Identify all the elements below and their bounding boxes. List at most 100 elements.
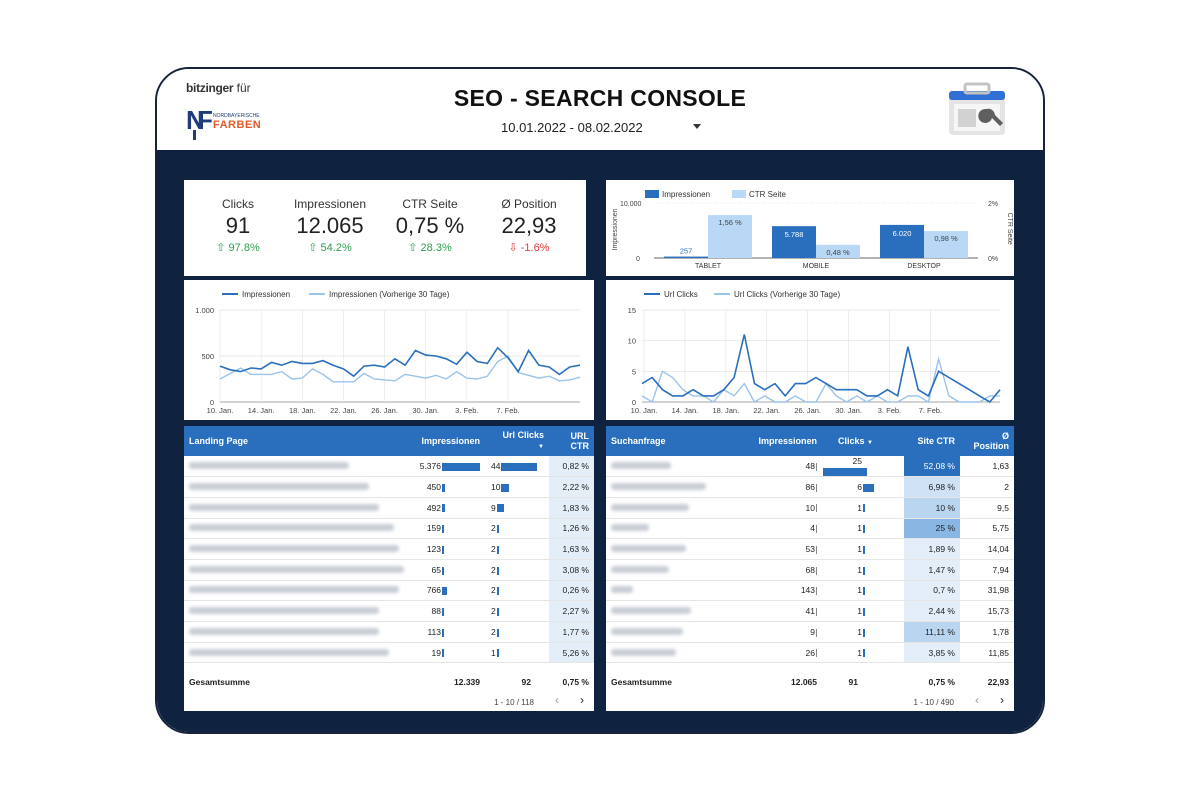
- client-logo: N F NORDBAYERISCHE FARBEN: [186, 105, 261, 140]
- prev-page-icon[interactable]: ‹: [975, 693, 979, 707]
- search-query-text[interactable]: [606, 518, 746, 540]
- bar-impressions: [880, 224, 924, 258]
- device-bar-chart-panel: Impressionen CTR Seite 10.000 0 2% 0% Impressi…: [606, 180, 1014, 276]
- clicks-cell: 2: [485, 559, 549, 581]
- x-tick-label: 7. Feb.: [919, 406, 942, 415]
- next-page-icon[interactable]: ›: [1000, 693, 1004, 707]
- table-row[interactable]: 4 1 25 % 5,75: [606, 518, 1014, 540]
- clicks-bar: [496, 649, 499, 658]
- position-cell: 15,73: [960, 600, 1014, 622]
- table-row[interactable]: 159 2 1,26 %: [184, 518, 594, 540]
- clicks-cell: 1: [822, 538, 904, 560]
- search-query-text[interactable]: [606, 621, 746, 643]
- bar-data-label: 0,98 %: [934, 234, 958, 243]
- table-row[interactable]: 86 6 6,98 % 2: [606, 476, 1014, 498]
- dashboard-body: Clicks 91 ⇧ 97.8% Impressionen 12.065 ⇧ …: [157, 150, 1043, 732]
- search-query-text[interactable]: [606, 476, 746, 498]
- col-landing-page[interactable]: Landing Page: [184, 426, 409, 456]
- clicks-bar: [863, 566, 865, 575]
- x-tick-label: 14. Jan.: [672, 406, 699, 415]
- table-row[interactable]: 41 1 2,44 % 15,73: [606, 600, 1014, 622]
- next-page-icon[interactable]: ›: [580, 693, 584, 707]
- col-clicks[interactable]: Clicks ▼: [822, 426, 904, 456]
- table-row[interactable]: 68 1 1,47 % 7,94: [606, 559, 1014, 581]
- landing-page-url[interactable]: [184, 538, 409, 560]
- impressions-bar: [442, 545, 444, 554]
- table-row[interactable]: 48 25 52,08 % 1,63: [606, 456, 1014, 478]
- search-query-text[interactable]: [606, 642, 746, 664]
- table-row[interactable]: 10 1 10 % 9,5: [606, 497, 1014, 519]
- search-query-text[interactable]: [606, 580, 746, 602]
- table-row[interactable]: 19 1 5,26 %: [184, 642, 594, 664]
- landing-page-url[interactable]: [184, 518, 409, 540]
- search-query-text[interactable]: [606, 559, 746, 581]
- clicks-cell: 1: [822, 600, 904, 622]
- prev-page-icon[interactable]: ‹: [555, 693, 559, 707]
- bar-impressions: [664, 256, 708, 258]
- clicks-cell: 2: [485, 580, 549, 602]
- col-impressions[interactable]: Impressionen: [409, 426, 485, 456]
- impressions-cell: 159: [409, 518, 485, 540]
- arrow-down-icon: ⇩: [508, 242, 518, 254]
- position-cell: 7,94: [960, 559, 1014, 581]
- svg-text:F: F: [197, 105, 213, 135]
- col-position[interactable]: Ø Position: [960, 426, 1014, 456]
- impressions-cell: 41: [746, 600, 822, 622]
- table-row[interactable]: 53 1 1,89 % 14,04: [606, 538, 1014, 560]
- total-impressions: 12.339: [454, 677, 480, 688]
- table-row[interactable]: 143 1 0,7 % 31,98: [606, 580, 1014, 602]
- impressions-bar: [816, 607, 817, 616]
- ctr-cell: 2,44 %: [904, 600, 960, 622]
- col-search-query[interactable]: Suchanfrage: [606, 426, 746, 456]
- report-frame: bitzinger für N F NORDBAYERISCHE FARBEN …: [155, 67, 1045, 734]
- date-range-dropdown-icon[interactable]: [693, 124, 701, 129]
- clicks-bar: [496, 525, 499, 534]
- clicks-bar: [863, 545, 865, 554]
- impressions-bar: [816, 545, 817, 554]
- table-row[interactable]: 450 10 2,22 %: [184, 476, 594, 498]
- landing-page-url[interactable]: [184, 559, 409, 581]
- col-impressions[interactable]: Impressionen: [746, 426, 822, 456]
- search-query-text[interactable]: [606, 538, 746, 560]
- table-row[interactable]: 26 1 3,85 % 11,85: [606, 642, 1014, 664]
- search-query-text[interactable]: [606, 456, 746, 478]
- landing-page-url[interactable]: [184, 642, 409, 664]
- impressions-bar: [816, 525, 817, 534]
- y-axis-label-right: CTR Seite: [1006, 213, 1013, 245]
- col-url-clicks[interactable]: Url Clicks ▼: [485, 426, 549, 456]
- impressions-cell: 65: [409, 559, 485, 581]
- table-row[interactable]: 88 2 2,27 %: [184, 600, 594, 622]
- table-row[interactable]: 492 9 1,83 %: [184, 497, 594, 519]
- col-site-ctr[interactable]: Site CTR: [904, 426, 960, 456]
- clicks-cell: 1: [822, 580, 904, 602]
- table-row[interactable]: 65 2 3,08 %: [184, 559, 594, 581]
- ctr-cell: 1,47 %: [904, 559, 960, 581]
- x-tick-label: 10. Jan.: [631, 406, 658, 415]
- search-query-text[interactable]: [606, 497, 746, 519]
- position-cell: 11,85: [960, 642, 1014, 664]
- clicks-cell: 9: [485, 497, 549, 519]
- landing-page-url[interactable]: [184, 600, 409, 622]
- clicks-bar: [496, 628, 499, 637]
- table-row[interactable]: 9 1 11,11 % 1,78: [606, 621, 1014, 643]
- landing-page-url[interactable]: [184, 456, 409, 478]
- sort-desc-icon[interactable]: ▼: [867, 440, 873, 446]
- table-row[interactable]: 113 2 1,77 %: [184, 621, 594, 643]
- search-query-table: Suchanfrage Impressionen Clicks ▼ Site C…: [606, 426, 1014, 711]
- date-range-picker[interactable]: 10.01.2022 - 08.02.2022: [501, 120, 643, 135]
- landing-page-url[interactable]: [184, 476, 409, 498]
- legend-label: Impressionen: [242, 290, 290, 299]
- kpi-change: ⇧ 54.2%: [308, 242, 352, 254]
- col-url-ctr[interactable]: URL CTR: [549, 426, 594, 456]
- impressions-cell: 492: [409, 497, 485, 519]
- landing-page-url[interactable]: [184, 621, 409, 643]
- table-row[interactable]: 123 2 1,63 %: [184, 538, 594, 560]
- table-row[interactable]: 5.376 44 0,82 %: [184, 456, 594, 478]
- sort-desc-icon[interactable]: ▼: [538, 444, 544, 450]
- table-row[interactable]: 766 2 0,26 %: [184, 580, 594, 602]
- landing-page-url[interactable]: [184, 497, 409, 519]
- series-line: [641, 356, 1000, 404]
- svg-text:N: N: [186, 105, 205, 135]
- landing-page-url[interactable]: [184, 580, 409, 602]
- search-query-text[interactable]: [606, 600, 746, 622]
